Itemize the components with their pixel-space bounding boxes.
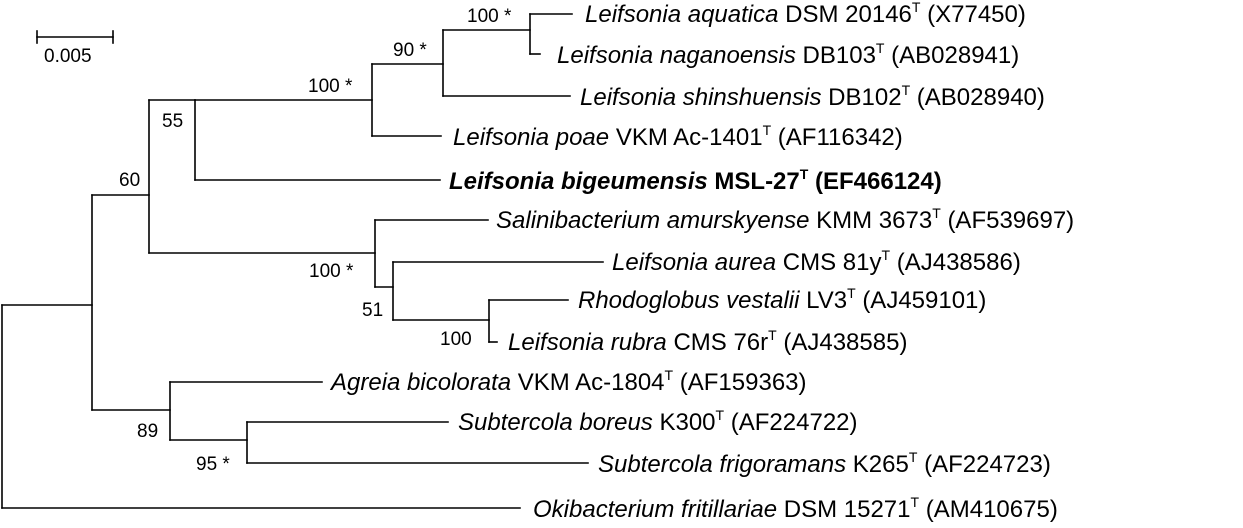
bootstrap-value: 100 * [308,76,353,97]
scale-bar: 0.005 [36,30,114,67]
bootstrap-value: 95 * [196,454,230,475]
taxon-label: Leifsonia aurea CMS 81yT (AJ438586) [612,247,1021,276]
taxon-label: Subtercola boreus K300T (AF224722) [458,407,858,436]
taxon-label: Leifsonia poae VKM Ac-1401T (AF116342) [453,122,903,151]
taxon-label: Leifsonia shinshuensis DB102T (AB028940) [580,82,1045,111]
bootstrap-value: 100 * [309,261,354,282]
bootstrap-value: 90 * [393,40,427,61]
taxon-label: Rhodoglobus vestalii LV3T (AJ459101) [578,285,986,314]
taxon-labels: Leifsonia aquatica DSM 20146T (X77450) L… [329,0,1074,523]
bootstrap-value: 89 [137,421,158,442]
taxon-label: Leifsonia aquatica DSM 20146T (X77450) [585,0,1026,28]
taxon-label: Subtercola frigoramans K265T (AF224723) [598,449,1051,478]
bootstrap-values: 100 * 90 * 100 * 55 60 100 * 51 100 89 9… [119,6,512,475]
bootstrap-value: 55 [162,111,183,132]
bootstrap-value: 100 [440,329,472,350]
bootstrap-value: 60 [119,170,140,191]
taxon-label: Leifsonia rubra CMS 76rT (AJ438585) [508,327,907,356]
bootstrap-value: 51 [362,300,383,321]
tree-branches [1,13,604,509]
taxon-label: Salinibacterium amurskyense KMM 3673T (A… [496,205,1074,234]
taxon-label-highlighted: Leifsonia bigeumensis MSL-27T (EF466124) [449,166,942,195]
taxon-label: Leifsonia naganoensis DB103T (AB028941) [557,40,1019,69]
taxon-label: Okibacterium fritillariae DSM 15271T (AM… [533,494,1058,523]
bootstrap-value: 100 * [467,6,512,27]
taxon-label: Agreia bicolorata VKM Ac-1804T (AF159363… [329,367,807,396]
scale-bar-label: 0.005 [44,46,92,67]
